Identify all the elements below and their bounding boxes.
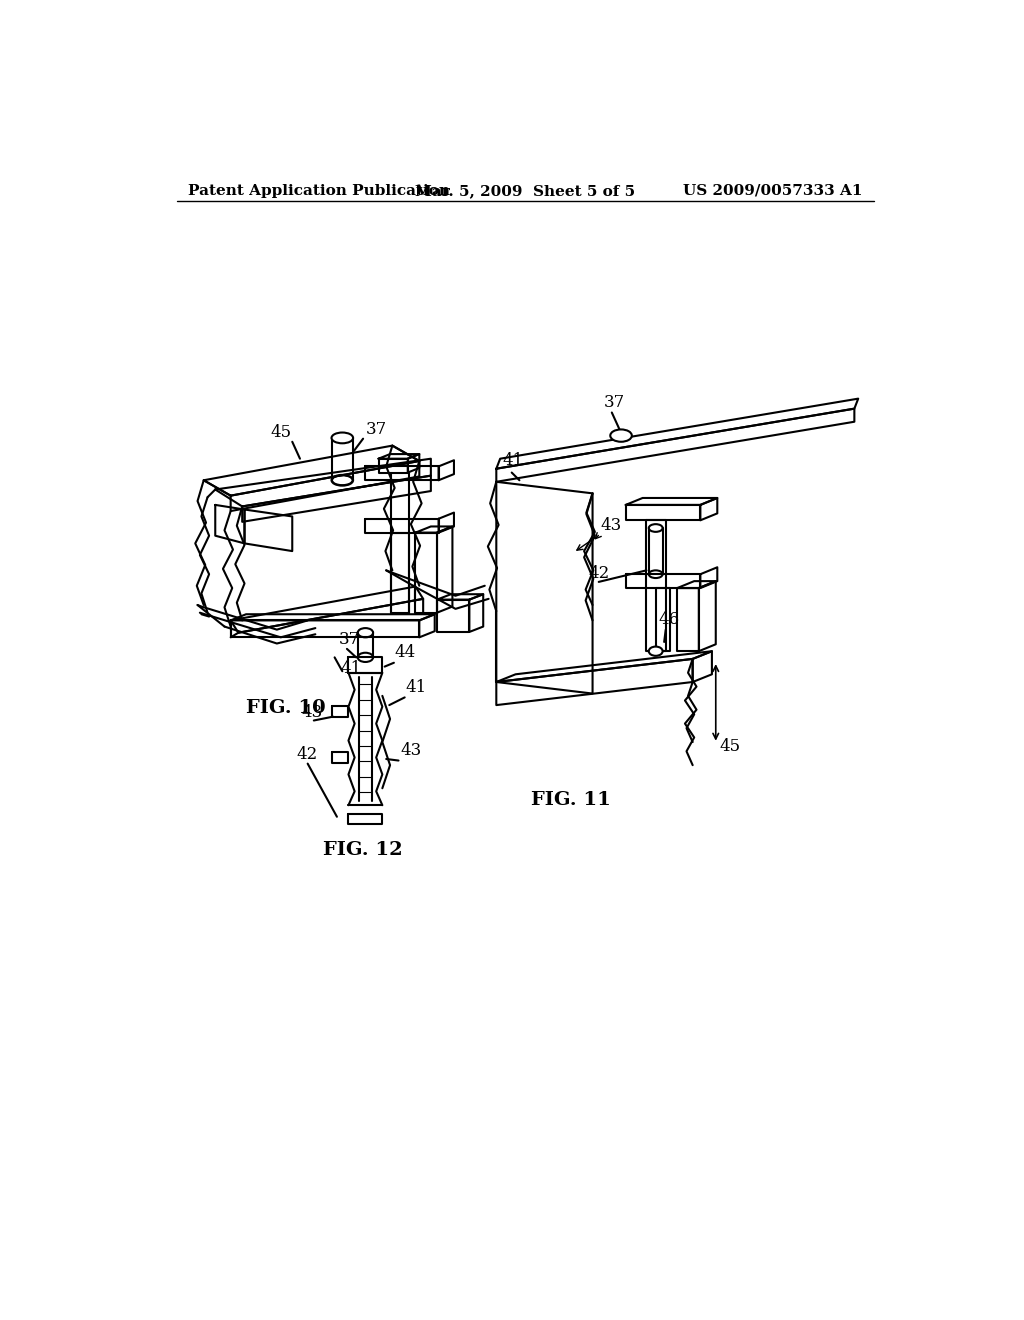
Text: 43: 43 bbox=[600, 517, 622, 535]
Text: 46: 46 bbox=[658, 611, 679, 628]
Text: 37: 37 bbox=[604, 395, 626, 411]
Text: 41: 41 bbox=[503, 451, 523, 469]
Ellipse shape bbox=[649, 524, 663, 532]
Text: 37: 37 bbox=[366, 421, 387, 438]
Ellipse shape bbox=[649, 647, 663, 656]
Ellipse shape bbox=[610, 429, 632, 442]
Text: 37: 37 bbox=[339, 631, 359, 648]
Text: 43: 43 bbox=[301, 705, 323, 722]
Text: 41: 41 bbox=[340, 660, 361, 677]
Text: 45: 45 bbox=[720, 738, 740, 755]
Text: 42: 42 bbox=[589, 565, 610, 582]
Text: Mar. 5, 2009  Sheet 5 of 5: Mar. 5, 2009 Sheet 5 of 5 bbox=[415, 183, 635, 198]
Text: US 2009/0057333 A1: US 2009/0057333 A1 bbox=[683, 183, 862, 198]
Text: 45: 45 bbox=[270, 424, 291, 441]
Text: 43: 43 bbox=[400, 742, 421, 759]
Text: FIG. 10: FIG. 10 bbox=[246, 698, 326, 717]
Text: Patent Application Publication: Patent Application Publication bbox=[188, 183, 451, 198]
Ellipse shape bbox=[332, 433, 353, 444]
Text: 41: 41 bbox=[406, 678, 427, 696]
Text: 44: 44 bbox=[394, 644, 416, 661]
Text: FIG. 12: FIG. 12 bbox=[323, 841, 402, 859]
Text: 42: 42 bbox=[296, 746, 317, 763]
Ellipse shape bbox=[357, 628, 373, 638]
Text: FIG. 11: FIG. 11 bbox=[531, 791, 611, 809]
